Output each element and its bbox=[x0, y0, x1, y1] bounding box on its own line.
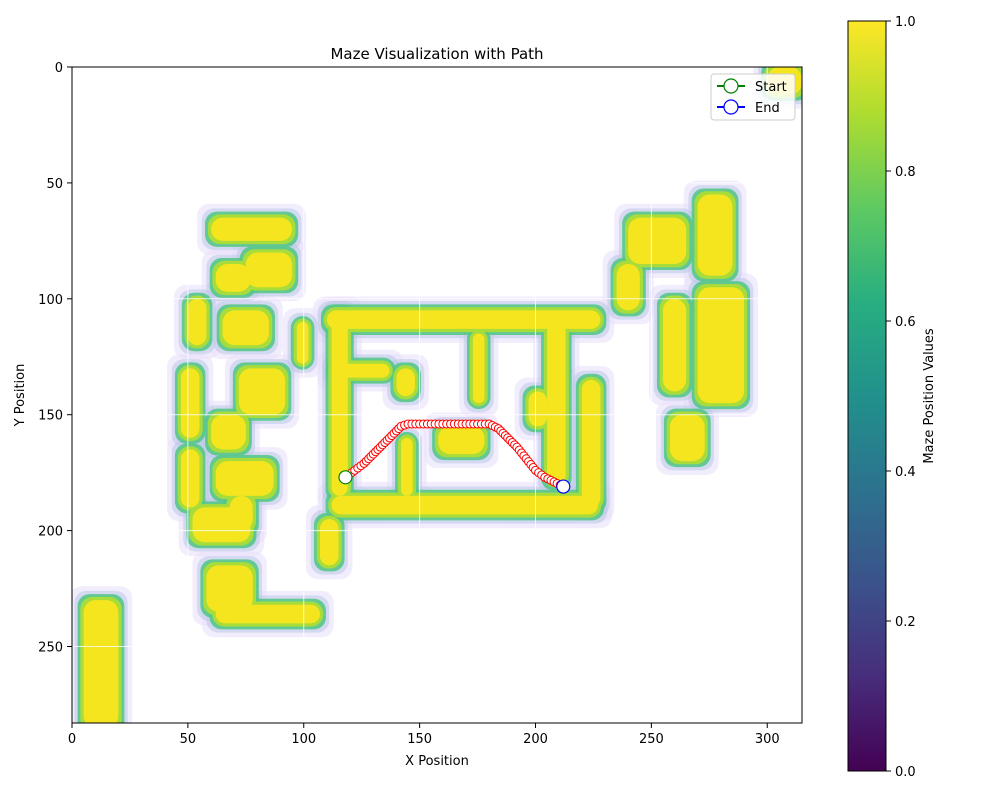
maze-wall bbox=[472, 333, 485, 404]
maze-wall bbox=[581, 379, 601, 508]
maze-wall bbox=[628, 217, 687, 265]
chart-title: Maze Visualization with Path bbox=[330, 45, 543, 63]
x-tick-label: 300 bbox=[755, 732, 780, 747]
maze-wall bbox=[326, 310, 601, 329]
legend: Start End bbox=[710, 73, 796, 121]
colorbar-tick-label: 1.0 bbox=[895, 15, 916, 30]
plot-frame bbox=[71, 66, 803, 724]
y-tick-label: 100 bbox=[38, 293, 63, 308]
y-tick-label: 0 bbox=[55, 61, 63, 76]
x-tick-label: 150 bbox=[407, 732, 432, 747]
x-tick-label: 50 bbox=[180, 732, 197, 747]
colorbar: 0.0 0.2 0.4 0.6 0.8 1.0 Maze Position Values bbox=[847, 15, 937, 780]
maze-wall bbox=[222, 310, 269, 346]
colorbar-label: Maze Position Values bbox=[922, 328, 937, 464]
colorbar-gradient bbox=[847, 20, 887, 772]
maze-wall bbox=[528, 391, 548, 427]
y-tick-label: 200 bbox=[38, 525, 63, 540]
maze-wall bbox=[215, 264, 251, 292]
y-axis: 0 50 100 150 200 250 bbox=[38, 61, 72, 656]
x-axis: 0 50 100 150 200 250 300 bbox=[68, 723, 780, 747]
maze-wall bbox=[331, 310, 348, 496]
end-marker bbox=[556, 479, 571, 494]
path-markers bbox=[338, 419, 571, 494]
y-axis-label: Y Position bbox=[13, 364, 28, 428]
maze-wall bbox=[697, 194, 733, 276]
maze-wall bbox=[211, 414, 246, 450]
legend-end-label: End bbox=[755, 101, 780, 116]
legend-entry-start: Start bbox=[717, 78, 787, 95]
x-tick-label: 100 bbox=[291, 732, 316, 747]
grid-lines bbox=[72, 67, 802, 723]
legend-entry-end: End bbox=[717, 99, 780, 116]
maze-wall bbox=[669, 414, 705, 462]
maze-wall bbox=[245, 252, 293, 288]
legend-start-label: Start bbox=[755, 80, 787, 95]
y-tick-label: 250 bbox=[38, 641, 63, 656]
maze-wall bbox=[215, 604, 320, 624]
maze-wall bbox=[401, 437, 413, 496]
maze-wall bbox=[211, 217, 293, 241]
start-marker bbox=[338, 470, 353, 485]
colorbar-tick-label: 0.4 bbox=[895, 465, 916, 480]
maze-wall bbox=[396, 368, 415, 397]
maze-wall bbox=[319, 519, 339, 566]
colorbar-tick-label: 0.2 bbox=[895, 615, 916, 630]
x-tick-label: 200 bbox=[523, 732, 548, 747]
x-axis-label: X Position bbox=[405, 754, 469, 769]
y-tick-label: 150 bbox=[38, 409, 63, 424]
colorbar-tick-label: 0.0 bbox=[895, 765, 916, 780]
colorbar-tick-label: 0.6 bbox=[895, 315, 916, 330]
maze-wall bbox=[331, 363, 390, 378]
maze-wall bbox=[180, 449, 200, 508]
maze-wall bbox=[547, 321, 566, 485]
legend-start-marker bbox=[723, 78, 739, 94]
maze-wall bbox=[215, 461, 274, 496]
legend-end-marker bbox=[723, 99, 739, 115]
maze-wall bbox=[331, 495, 599, 515]
maze-wall bbox=[180, 368, 200, 438]
maze-wall bbox=[229, 495, 253, 531]
maze-wall bbox=[296, 321, 309, 364]
maze-wall bbox=[238, 368, 286, 415]
x-tick-label: 250 bbox=[639, 732, 664, 747]
colorbar-tick-label: 0.8 bbox=[895, 165, 916, 180]
maze-wall bbox=[206, 565, 253, 612]
maze-wall bbox=[662, 298, 687, 392]
maze-wall bbox=[616, 264, 640, 311]
maze-wall bbox=[187, 298, 207, 346]
maze-wall bbox=[697, 287, 745, 404]
maze-walls bbox=[72, 67, 802, 723]
maze-wall bbox=[83, 600, 119, 723]
x-tick-label: 0 bbox=[68, 732, 76, 747]
maze-wall bbox=[438, 426, 485, 455]
colorbar-ticks: 0.0 0.2 0.4 0.6 0.8 1.0 bbox=[886, 15, 916, 780]
y-tick-label: 50 bbox=[46, 177, 63, 192]
